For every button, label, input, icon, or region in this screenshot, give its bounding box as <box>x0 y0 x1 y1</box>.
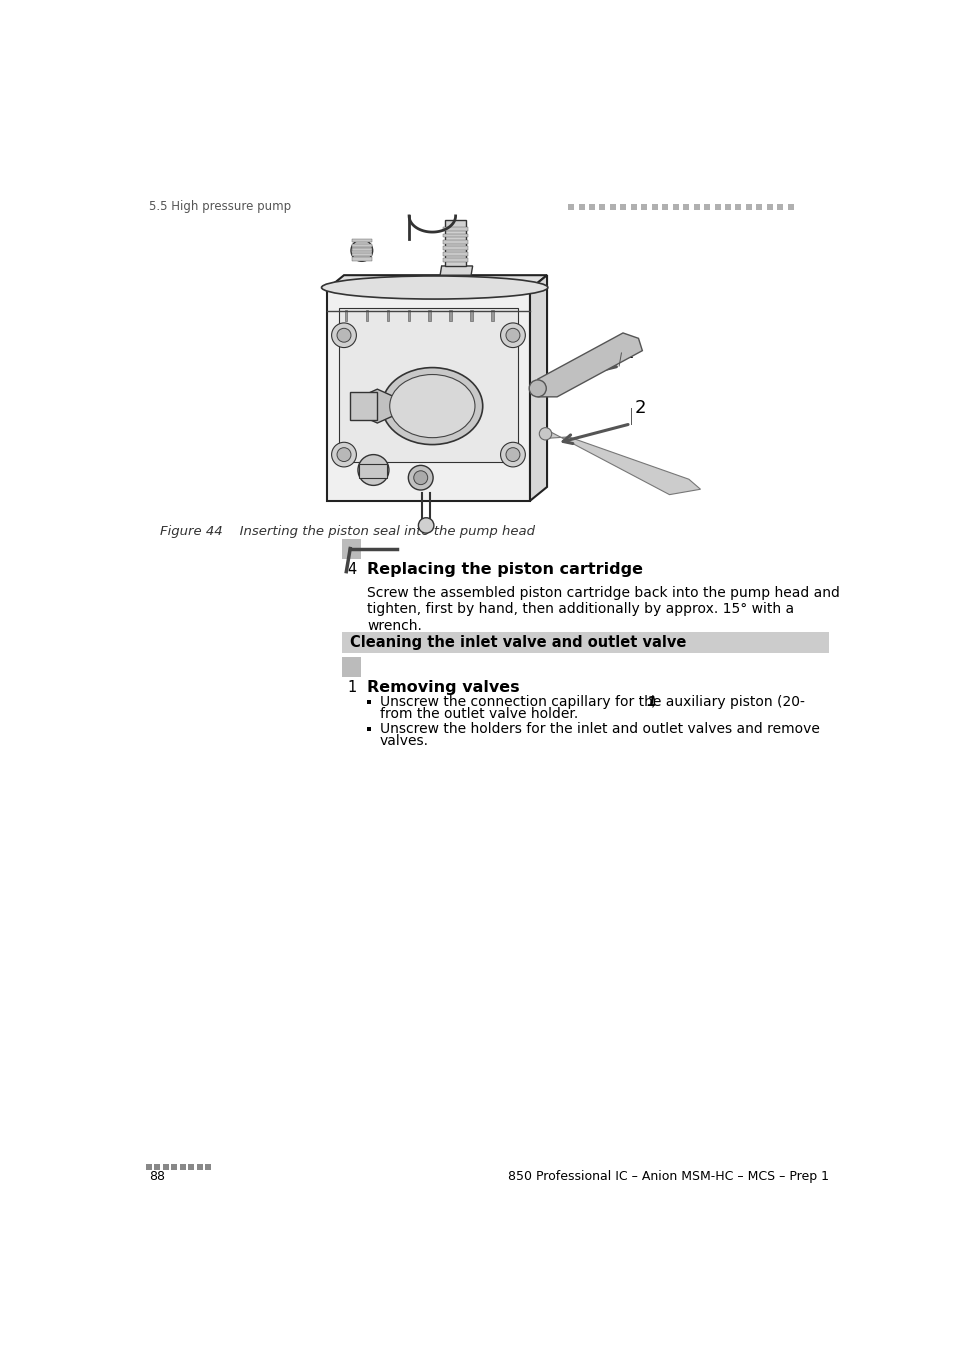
Ellipse shape <box>390 374 475 437</box>
Polygon shape <box>449 310 452 320</box>
Polygon shape <box>537 333 641 397</box>
Polygon shape <box>350 393 377 420</box>
Bar <box>342 632 828 653</box>
Bar <box>359 464 387 478</box>
Ellipse shape <box>336 328 351 342</box>
Polygon shape <box>530 275 546 501</box>
Polygon shape <box>352 252 372 256</box>
Polygon shape <box>352 248 372 251</box>
Polygon shape <box>491 310 493 320</box>
Polygon shape <box>439 266 472 275</box>
Ellipse shape <box>321 275 547 300</box>
Ellipse shape <box>538 428 551 440</box>
Text: 4: 4 <box>347 562 356 576</box>
Text: Unscrew the holders for the inlet and outlet valves and remove: Unscrew the holders for the inlet and ou… <box>379 722 819 736</box>
Text: 1: 1 <box>646 695 656 709</box>
Polygon shape <box>358 389 395 423</box>
Text: 1: 1 <box>622 344 634 362</box>
Polygon shape <box>327 275 546 289</box>
Ellipse shape <box>529 379 546 397</box>
Text: Removing valves: Removing valves <box>367 679 519 695</box>
Polygon shape <box>327 289 530 501</box>
Text: valves.: valves. <box>379 734 428 748</box>
Polygon shape <box>338 308 517 462</box>
Polygon shape <box>443 252 468 256</box>
Ellipse shape <box>332 323 356 347</box>
Polygon shape <box>352 258 372 261</box>
Polygon shape <box>443 246 468 250</box>
Ellipse shape <box>418 518 434 533</box>
Bar <box>342 657 360 678</box>
Polygon shape <box>443 234 468 238</box>
Ellipse shape <box>381 367 482 444</box>
Bar <box>342 539 360 559</box>
Polygon shape <box>407 310 410 320</box>
Text: Screw the assembled piston cartridge back into the pump head and: Screw the assembled piston cartridge bac… <box>367 586 840 599</box>
Text: 2: 2 <box>634 400 645 417</box>
Ellipse shape <box>500 443 525 467</box>
Text: 1: 1 <box>347 679 356 695</box>
Polygon shape <box>443 227 468 231</box>
Polygon shape <box>344 310 347 320</box>
Text: tighten, first by hand, then additionally by approx. 15° with a: tighten, first by hand, then additionall… <box>367 602 794 617</box>
Polygon shape <box>443 258 468 262</box>
Ellipse shape <box>351 240 373 262</box>
Polygon shape <box>365 310 368 320</box>
Polygon shape <box>428 310 431 320</box>
Ellipse shape <box>408 466 433 490</box>
Ellipse shape <box>505 448 519 462</box>
Ellipse shape <box>505 328 519 342</box>
Polygon shape <box>352 239 372 242</box>
Ellipse shape <box>332 443 356 467</box>
Text: Replacing the piston cartridge: Replacing the piston cartridge <box>367 562 642 576</box>
Text: ): ) <box>651 695 660 709</box>
Polygon shape <box>443 240 468 243</box>
Polygon shape <box>444 220 466 266</box>
Ellipse shape <box>414 471 427 485</box>
Ellipse shape <box>357 455 389 486</box>
Polygon shape <box>386 310 389 320</box>
Text: Figure 44    Inserting the piston seal into the pump head: Figure 44 Inserting the piston seal into… <box>160 525 535 539</box>
Text: 5.5 High pressure pump: 5.5 High pressure pump <box>149 200 291 213</box>
Text: Cleaning the inlet valve and outlet valve: Cleaning the inlet valve and outlet valv… <box>350 634 686 649</box>
Text: from the outlet valve holder.: from the outlet valve holder. <box>379 707 578 721</box>
Ellipse shape <box>500 323 525 347</box>
Polygon shape <box>352 243 372 247</box>
Polygon shape <box>545 429 700 494</box>
Text: wrench.: wrench. <box>367 620 421 633</box>
Ellipse shape <box>336 448 351 462</box>
Text: Unscrew the connection capillary for the auxiliary piston (20-: Unscrew the connection capillary for the… <box>379 695 803 709</box>
Polygon shape <box>470 310 472 320</box>
Text: 850 Professional IC – Anion MSM-HC – MCS – Prep 1: 850 Professional IC – Anion MSM-HC – MCS… <box>508 1169 828 1183</box>
Text: 88: 88 <box>149 1169 165 1183</box>
